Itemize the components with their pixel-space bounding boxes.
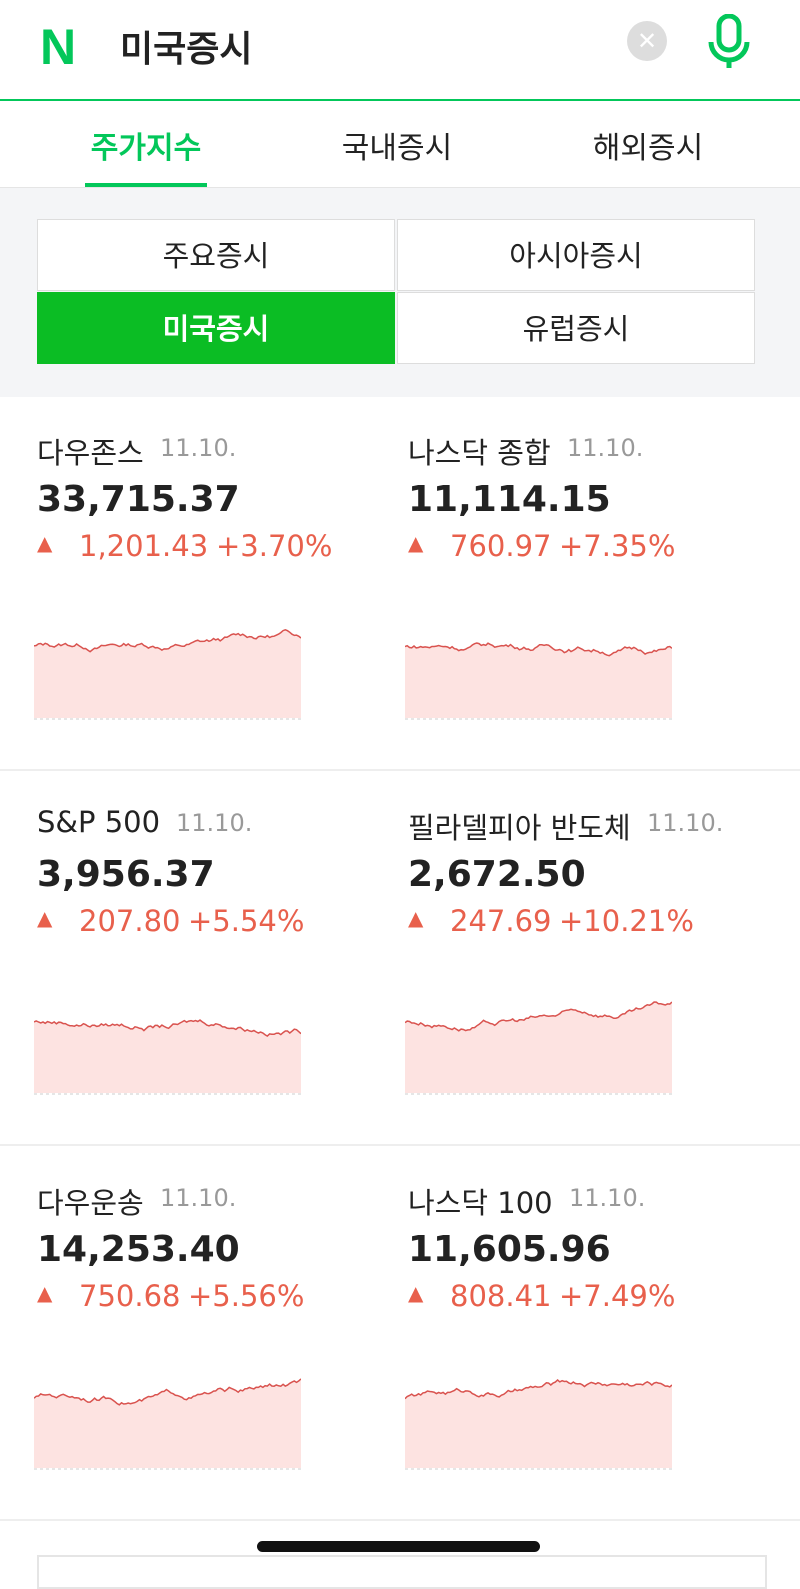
index-date: 11.10. bbox=[160, 434, 237, 462]
up-arrow: ▲ bbox=[408, 531, 424, 555]
sparkline-area bbox=[34, 1020, 301, 1093]
index-name: 다우존스 bbox=[37, 436, 144, 470]
segment-button[interactable]: 미국증시 bbox=[37, 292, 395, 364]
segment-button[interactable]: 주요증시 bbox=[37, 219, 395, 291]
sparkline-line bbox=[34, 628, 301, 653]
index-change: 750.68 bbox=[79, 1279, 181, 1313]
index-rate: +5.56% bbox=[188, 1279, 305, 1313]
tab[interactable]: 주가지수 bbox=[90, 131, 202, 166]
clear-button[interactable]: ✕ bbox=[627, 21, 667, 61]
index-value: 33,715.37 bbox=[37, 479, 240, 520]
index-rate: +10.21% bbox=[559, 904, 694, 938]
index-name: 다우운송 bbox=[37, 1186, 144, 1220]
index-value: 11,114.15 bbox=[408, 479, 611, 520]
sparkline-line bbox=[405, 642, 672, 657]
tab-underline bbox=[85, 183, 207, 187]
sparkline-area bbox=[405, 1380, 672, 1468]
index-rate: +5.54% bbox=[188, 904, 305, 938]
index-change: 247.69 bbox=[450, 904, 552, 938]
index-name: 나스닥 100 bbox=[408, 1186, 553, 1220]
search-query[interactable]: 미국증시 bbox=[120, 29, 253, 70]
index-date: 11.10. bbox=[569, 1184, 646, 1212]
index-value: 3,956.37 bbox=[37, 854, 215, 895]
sparkline bbox=[405, 642, 672, 720]
home-indicator bbox=[257, 1541, 540, 1552]
tab[interactable]: 국내증시 bbox=[341, 131, 453, 166]
search-bar: N 미국증시 ✕ bbox=[0, 0, 800, 101]
index-rate: +7.35% bbox=[559, 529, 676, 563]
sparkline-area bbox=[34, 1378, 301, 1468]
up-arrow: ▲ bbox=[37, 1281, 53, 1305]
index-name: 필라델피아 반도체 bbox=[408, 811, 631, 845]
index-change: 207.80 bbox=[79, 904, 181, 938]
sparkline-area bbox=[405, 1002, 672, 1093]
index-date: 11.10. bbox=[176, 809, 253, 837]
index-value: 14,253.40 bbox=[37, 1229, 240, 1270]
divider bbox=[0, 1144, 800, 1146]
sparkline bbox=[405, 1001, 672, 1095]
divider bbox=[0, 769, 800, 771]
index-rate: +7.49% bbox=[559, 1279, 676, 1313]
sparkline-line bbox=[405, 1378, 672, 1400]
index-change: 808.41 bbox=[450, 1279, 552, 1313]
segment-button[interactable]: 유럽증시 bbox=[397, 292, 755, 364]
up-arrow: ▲ bbox=[37, 531, 53, 555]
sparkline-line bbox=[34, 1378, 301, 1406]
up-arrow: ▲ bbox=[408, 1281, 424, 1305]
sparkline bbox=[405, 1378, 672, 1470]
table-edge bbox=[37, 1555, 767, 1589]
index-name: S&P 500 bbox=[37, 805, 161, 839]
logo[interactable]: N bbox=[40, 19, 77, 75]
index-change: 760.97 bbox=[450, 529, 552, 563]
tab-bar: 주가지수 국내증시 해외증시 bbox=[0, 101, 800, 188]
segment-button[interactable]: 아시아증시 bbox=[397, 219, 755, 291]
segment-area: 주요증시 아시아증시 미국증시 유럽증시 bbox=[0, 188, 800, 397]
sparkline bbox=[34, 1019, 301, 1095]
sparkline-area bbox=[34, 629, 301, 718]
index-date: 11.10. bbox=[160, 1184, 237, 1212]
divider bbox=[0, 1519, 800, 1521]
sparkline bbox=[34, 1378, 301, 1470]
tab[interactable]: 해외증시 bbox=[592, 131, 704, 166]
up-arrow: ▲ bbox=[408, 906, 424, 930]
voice-button[interactable] bbox=[705, 14, 755, 70]
index-date: 11.10. bbox=[647, 809, 724, 837]
index-value: 11,605.96 bbox=[408, 1229, 611, 1270]
sparkline-line bbox=[405, 1001, 672, 1032]
sparkline-line bbox=[34, 1019, 301, 1038]
sparkline-area bbox=[405, 643, 672, 718]
sparkline bbox=[34, 628, 301, 720]
index-change: 1,201.43 bbox=[79, 529, 209, 563]
index-rate: +3.70% bbox=[216, 529, 333, 563]
index-value: 2,672.50 bbox=[408, 854, 586, 895]
index-date: 11.10. bbox=[567, 434, 644, 462]
up-arrow: ▲ bbox=[37, 906, 53, 930]
index-name: 나스닥 종합 bbox=[408, 436, 551, 470]
